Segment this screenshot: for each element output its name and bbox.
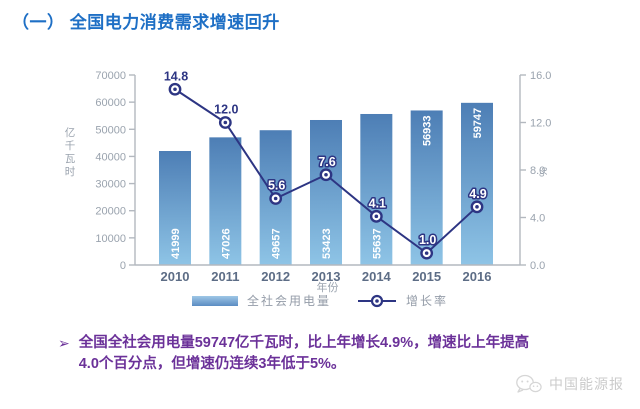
- right-axis-title: %: [538, 167, 550, 177]
- growth-value-labels: 14.8 12.0 5.6 7.6 4.1 1.0 4.9: [164, 69, 488, 248]
- svg-text:59747: 59747: [472, 108, 484, 139]
- svg-text:47026: 47026: [220, 228, 232, 259]
- svg-text:2016: 2016: [463, 269, 492, 284]
- summary-block: ➢ 全国全社会用电量59747亿千瓦时，比上年增长4.9%，增速比上年提高 4.…: [58, 333, 618, 375]
- svg-text:55637: 55637: [371, 228, 383, 259]
- svg-text:41999: 41999: [170, 228, 182, 259]
- legend-bar-swatch-icon: [191, 295, 238, 306]
- svg-text:4.9: 4.9: [469, 187, 486, 201]
- watermark-label: 中国能源报: [549, 376, 624, 392]
- svg-text:2012: 2012: [261, 269, 290, 284]
- svg-text:2015: 2015: [412, 269, 441, 284]
- svg-text:60000: 60000: [95, 97, 126, 109]
- bar-series: [159, 102, 493, 265]
- legend-line-marker-icon: [358, 294, 396, 307]
- year-labels: 2010 2011 2012 2013 2014 2015 2016: [161, 269, 492, 284]
- left-axis-title: 亿千瓦时: [65, 126, 76, 178]
- svg-text:2013: 2013: [312, 269, 341, 284]
- legend-label-growth: 增长率: [406, 294, 449, 308]
- axis-tick-labels: 0 10000 20000 30000 40000 50000 60000 70000 0.0 4…: [95, 70, 551, 272]
- svg-text:20000: 20000: [95, 206, 126, 218]
- wechat-icon: [516, 374, 542, 393]
- svg-text:53423: 53423: [321, 228, 333, 259]
- summary-text: 全国全社会用电量59747亿千瓦时，比上年增长4.9%，增速比上年提高 4.0个…: [79, 333, 529, 375]
- svg-text:40000: 40000: [95, 151, 126, 163]
- svg-text:1.0: 1.0: [419, 233, 436, 247]
- legend-item-growth: 增长率: [357, 292, 448, 309]
- summary-line-1: 全国全社会用电量59747亿千瓦时，比上年增长4.9%，增速比上年提高: [78, 335, 530, 351]
- legend-item-consumption: 全社会用电量: [191, 292, 331, 309]
- bar-value-labels: 41999 47026 49657 53423 55637 56933 59747: [170, 108, 484, 259]
- svg-text:4.1: 4.1: [369, 196, 386, 210]
- svg-text:16.0: 16.0: [530, 70, 551, 82]
- svg-text:50000: 50000: [95, 124, 126, 136]
- svg-text:14.8: 14.8: [164, 69, 188, 83]
- svg-text:0.0: 0.0: [530, 260, 545, 272]
- growth-markers: [168, 82, 484, 260]
- svg-text:5.6: 5.6: [268, 179, 285, 193]
- chart-legend: 全社会用电量 增长率: [0, 292, 640, 309]
- svg-text:4.0: 4.0: [530, 213, 545, 225]
- chart-svg: 41999 47026 49657 53423 55637 56933 59747 0 1000…: [65, 69, 552, 294]
- svg-text:56933: 56933: [422, 115, 434, 146]
- svg-text:10000: 10000: [95, 233, 126, 245]
- svg-text:0: 0: [120, 260, 126, 272]
- svg-text:70000: 70000: [95, 70, 126, 82]
- svg-text:30000: 30000: [95, 179, 126, 191]
- svg-text:2011: 2011: [211, 269, 239, 284]
- summary-bullet-icon: ➢: [58, 335, 70, 351]
- svg-text:2010: 2010: [161, 269, 190, 284]
- summary-line-2: 4.0个百分点，但增速仍连续3年低于5%。: [78, 356, 346, 372]
- legend-label-consumption: 全社会用电量: [246, 294, 331, 308]
- svg-text:2014: 2014: [362, 269, 392, 284]
- svg-text:12.0: 12.0: [214, 103, 238, 117]
- svg-text:7.6: 7.6: [318, 155, 335, 169]
- watermark: 中国能源报: [515, 374, 624, 394]
- svg-text:8.0: 8.0: [530, 165, 545, 177]
- x-axis-title: 年份: [317, 280, 339, 294]
- svg-text:12.0: 12.0: [530, 118, 551, 130]
- page-title: （一） 全国电力消费需求增速回升: [12, 13, 280, 32]
- svg-text:49657: 49657: [271, 228, 283, 259]
